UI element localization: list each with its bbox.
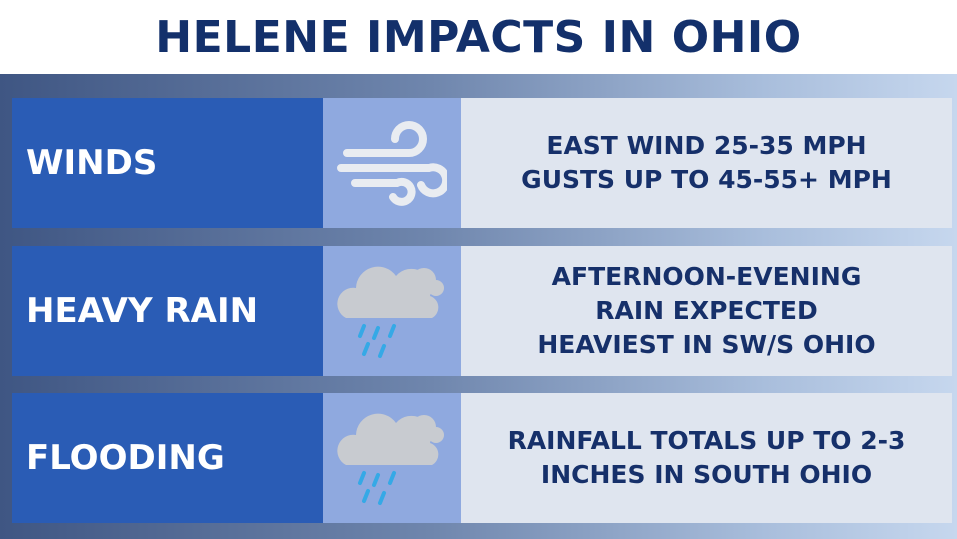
description-line: RAINFALL TOTALS UP TO 2-3 bbox=[507, 426, 906, 455]
impact-label-box: FLOODING bbox=[12, 393, 323, 523]
wind-icon bbox=[337, 121, 447, 206]
description-line: GUSTS UP TO 45-55+ MPH bbox=[521, 165, 892, 194]
impact-icon-box bbox=[323, 246, 461, 376]
impact-label: HEAVY RAIN bbox=[26, 291, 259, 331]
impacts-panel: WINDS EAST WIND 25-35 MPH GUSTS UP TO 45… bbox=[0, 74, 957, 539]
rain-cloud-icon bbox=[337, 413, 444, 505]
impact-label-box: WINDS bbox=[12, 98, 323, 228]
impact-row-heavy-rain: HEAVY RAIN AFTERNOON-EVENING RAIN EXPECT… bbox=[12, 246, 952, 376]
impact-label: FLOODING bbox=[26, 438, 225, 478]
description-line: EAST WIND 25-35 MPH bbox=[546, 131, 867, 160]
impact-row-winds: WINDS EAST WIND 25-35 MPH GUSTS UP TO 45… bbox=[12, 98, 952, 228]
impact-description: RAINFALL TOTALS UP TO 2-3 INCHES IN SOUT… bbox=[461, 393, 952, 523]
impact-description: AFTERNOON-EVENING RAIN EXPECTED HEAVIEST… bbox=[461, 246, 952, 376]
impact-icon-box bbox=[323, 393, 461, 523]
impact-icon-box bbox=[323, 98, 461, 228]
description-line: RAIN EXPECTED bbox=[595, 296, 818, 325]
impact-label-box: HEAVY RAIN bbox=[12, 246, 323, 376]
description-line: INCHES IN SOUTH OHIO bbox=[540, 460, 873, 489]
title-bar: HELENE IMPACTS IN OHIO bbox=[0, 0, 957, 74]
impact-row-flooding: FLOODING RAINFALL TOTALS UP TO 2-3 INCHE… bbox=[12, 393, 952, 523]
description-line: AFTERNOON-EVENING bbox=[551, 262, 862, 291]
rain-cloud-icon bbox=[337, 266, 444, 358]
description-line: HEAVIEST IN SW/S OHIO bbox=[537, 330, 876, 359]
page-title: HELENE IMPACTS IN OHIO bbox=[155, 11, 802, 63]
impact-label: WINDS bbox=[26, 143, 158, 183]
impact-description: EAST WIND 25-35 MPH GUSTS UP TO 45-55+ M… bbox=[461, 98, 952, 228]
